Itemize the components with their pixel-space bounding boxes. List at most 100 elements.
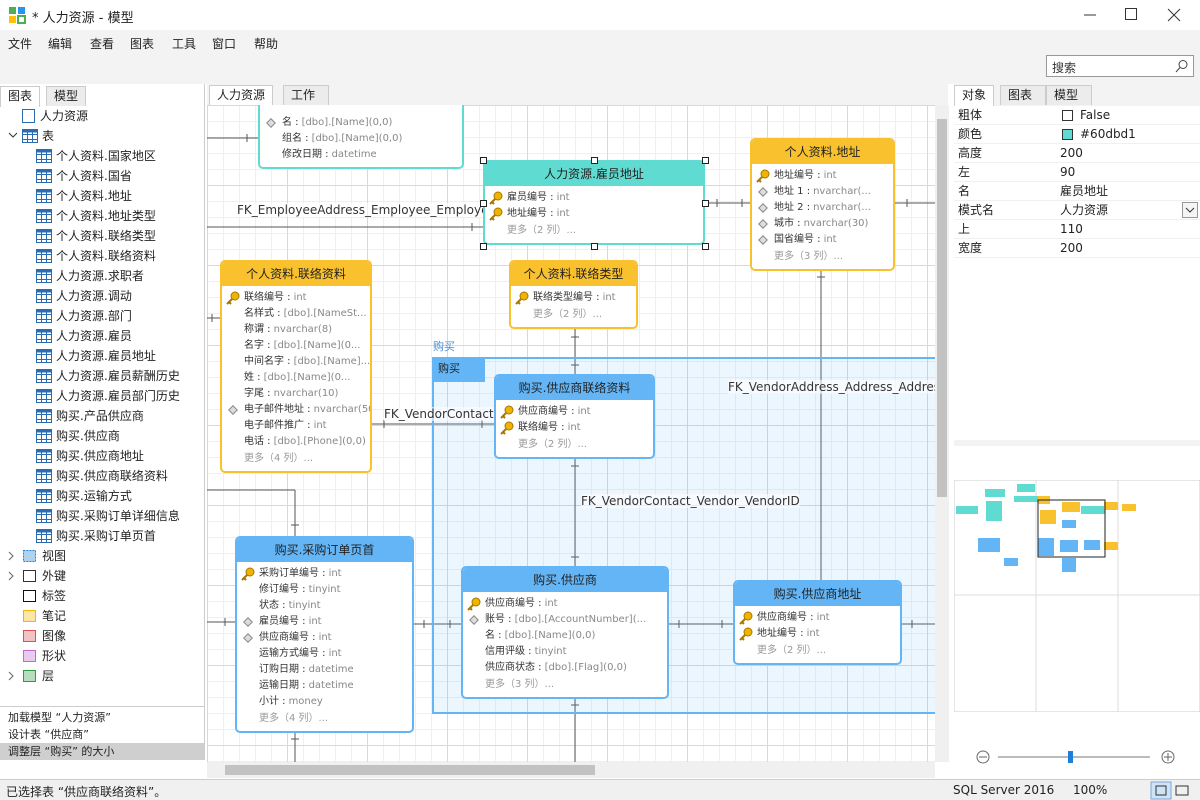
- color-swatch[interactable]: [1062, 129, 1073, 140]
- more-columns[interactable]: 更多（2 列）...: [507, 225, 577, 236]
- tree-item[interactable]: 图像: [42, 629, 67, 643]
- tree-item[interactable]: 表: [42, 129, 55, 143]
- panel-tab[interactable]: 模型: [46, 86, 87, 106]
- more-columns[interactable]: 更多（2 列）...: [757, 645, 827, 656]
- tree-item[interactable]: 人力资源.雇员: [56, 329, 132, 343]
- tree-item[interactable]: 购买.采购订单详细信息: [56, 509, 180, 523]
- entity-field[interactable]: 状态 : tinyint: [237, 598, 412, 614]
- entity-field[interactable]: 组名 : [dbo].[Name](0,0): [260, 131, 462, 147]
- tree-item[interactable]: 个人资料.联络资料: [56, 249, 156, 263]
- canvas-tab[interactable]: 工作: [283, 85, 329, 105]
- entity-field[interactable]: 名样式 : [dbo].[NameSt...: [222, 306, 370, 322]
- view-buttons[interactable]: [1150, 781, 1198, 800]
- entity-field[interactable]: 供应商编号 : int: [496, 404, 653, 420]
- diagram-canvas[interactable]: 购买 购买 FK_EmployeeAddress_Employee_Employee…: [207, 105, 935, 762]
- minimap[interactable]: [954, 480, 1200, 712]
- horizontal-scrollbar[interactable]: [207, 762, 935, 778]
- panel-tab[interactable]: 图表: [1000, 85, 1046, 105]
- entity-field[interactable]: 电子邮件地址 :nvarchar(50): [222, 402, 370, 418]
- tree-item[interactable]: 个人资料.联络类型: [56, 229, 156, 243]
- tree-item[interactable]: 视图: [42, 549, 67, 563]
- menu-item[interactable]: 编辑: [48, 37, 73, 51]
- entity-field[interactable]: 供应商状态 : [dbo].[Flag](0,0): [463, 660, 667, 676]
- entity-field[interactable]: 运输日期 : datetime: [237, 678, 412, 694]
- menu-item[interactable]: 查看: [90, 37, 115, 51]
- tree-item[interactable]: 购买.供应商联络资料: [56, 469, 168, 483]
- entity-field[interactable]: 雇员编号 : int: [237, 614, 412, 630]
- tree-item[interactable]: 购买.采购订单页首: [56, 529, 156, 543]
- entity-field[interactable]: 采购订单编号 : int: [237, 566, 412, 582]
- layer-tab[interactable]: 购买: [432, 357, 485, 382]
- entity-field[interactable]: 地址 1 : nvarchar(...: [752, 184, 893, 200]
- panel-tab[interactable]: 图表: [0, 86, 41, 107]
- entity[interactable]: 购买.供应商地址 供应商编号 : int 地址编号 : int 更多（2 列）...: [733, 580, 902, 665]
- selection-handle[interactable]: [480, 243, 487, 250]
- panel-tab[interactable]: 对象: [954, 85, 995, 106]
- entity-field[interactable]: 订购日期 : datetime: [237, 662, 412, 678]
- history-item[interactable]: 加载模型 “人力资源”: [8, 711, 111, 724]
- search-box[interactable]: 搜索: [1046, 55, 1194, 77]
- menu-item[interactable]: 工具: [172, 37, 197, 51]
- tree-item[interactable]: 人力资源.部门: [56, 309, 132, 323]
- tree-item[interactable]: 形状: [42, 649, 67, 663]
- entity-field[interactable]: 国省编号 : int: [752, 232, 893, 248]
- checkbox[interactable]: [1062, 110, 1073, 121]
- tree-item[interactable]: 购买.产品供应商: [56, 409, 144, 423]
- entity-field[interactable]: 中间名字 : [dbo].[Name]...: [222, 354, 370, 370]
- entity[interactable]: 人力资源.雇员地址 雇员编号 : int 地址编号 : int 更多（2 列）...: [483, 160, 705, 245]
- entity-field[interactable]: 名字 : [dbo].[Name](0...: [222, 338, 370, 354]
- tree-item[interactable]: 人力资源.雇员部门历史: [56, 389, 180, 403]
- tree-item[interactable]: 购买.运输方式: [56, 489, 132, 503]
- entity-field[interactable]: 供应商编号 : int: [735, 610, 900, 626]
- entity-field[interactable]: 城市 : nvarchar(30): [752, 216, 893, 232]
- entity-field[interactable]: 地址编号 : int: [485, 206, 703, 222]
- more-columns[interactable]: 更多（2 列）...: [533, 309, 603, 320]
- tree-item[interactable]: 层: [42, 669, 55, 683]
- entity-field[interactable]: 运输方式编号 : int: [237, 646, 412, 662]
- tree-item[interactable]: 人力资源: [40, 109, 89, 123]
- tree-item[interactable]: 标签: [42, 589, 67, 603]
- entity-field[interactable]: 账号 : [dbo].[AccountNumber](...: [463, 612, 667, 628]
- scroll-thumb[interactable]: [225, 765, 595, 775]
- entity-field[interactable]: 地址 2 : nvarchar(...: [752, 200, 893, 216]
- entity-field[interactable]: 电话 : [dbo].[Phone](0,0): [222, 434, 370, 450]
- entity[interactable]: 个人资料.联络类型 联络类型编号 : int 更多（2 列）...: [509, 260, 638, 329]
- entity[interactable]: 个人资料.联络资料 联络编号 : int 名样式 : [dbo].[NameSt... 称…: [220, 260, 372, 473]
- tree-item[interactable]: 人力资源.雇员地址: [56, 349, 156, 363]
- window-controls[interactable]: [1070, 0, 1200, 30]
- selection-handle[interactable]: [702, 243, 709, 250]
- tree-item[interactable]: 购买.供应商地址: [56, 449, 144, 463]
- vertical-scrollbar[interactable]: [935, 105, 949, 762]
- tree-item[interactable]: 个人资料.国家地区: [56, 149, 156, 163]
- tree-item[interactable]: 人力资源.调动: [56, 289, 132, 303]
- menu-item[interactable]: 文件: [8, 37, 33, 51]
- more-columns[interactable]: 更多（3 列）...: [774, 251, 844, 262]
- tree-item[interactable]: 人力资源.求职者: [56, 269, 144, 283]
- entity-field[interactable]: 名 : [dbo].[Name](0,0): [260, 115, 462, 131]
- entity-field[interactable]: 信用评级 : tinyint: [463, 644, 667, 660]
- more-columns[interactable]: 更多（4 列）...: [244, 453, 314, 464]
- entity-field[interactable]: 地址编号 : int: [735, 626, 900, 642]
- tree-item[interactable]: 个人资料.国省: [56, 169, 132, 183]
- entity-field[interactable]: 联络类型编号 : int: [511, 290, 636, 306]
- entity-field[interactable]: 字尾 : nvarchar(10): [222, 386, 370, 402]
- menu-item[interactable]: 窗口: [212, 37, 237, 51]
- entity[interactable]: 购买.供应商联络资料 供应商编号 : int 联络编号 : int 更多（2 列）...: [494, 374, 655, 459]
- entity-field[interactable]: 供应商编号 : int: [463, 596, 667, 612]
- scroll-thumb[interactable]: [937, 119, 947, 497]
- entity-field[interactable]: 雇员编号 : int: [485, 190, 703, 206]
- entity-field[interactable]: 小计 : money: [237, 694, 412, 710]
- more-columns[interactable]: 更多（4 列）...: [259, 713, 329, 724]
- selection-handle[interactable]: [702, 200, 709, 207]
- entity-field[interactable]: 称谓 : nvarchar(8): [222, 322, 370, 338]
- entity-field[interactable]: 修订编号 : tinyint: [237, 582, 412, 598]
- selection-handle[interactable]: [591, 157, 598, 164]
- entity-field[interactable]: 供应商编号 : int: [237, 630, 412, 646]
- zoom-slider[interactable]: [970, 746, 1185, 768]
- entity-field[interactable]: 修改日期 : datetime: [260, 147, 462, 163]
- more-columns[interactable]: 更多（3 列）...: [485, 679, 555, 690]
- entity[interactable]: 个人资料.地址 地址编号 : int 地址 1 : nvarchar(... 地址 2 :…: [750, 138, 895, 271]
- entity-field[interactable]: 名 : [dbo].[Name](0,0): [463, 628, 667, 644]
- entity[interactable]: 购买.供应商 供应商编号 : int 账号 : [dbo].[AccountNumber…: [461, 566, 669, 699]
- entity[interactable]: 名 : [dbo].[Name](0,0) 组名 : [dbo].[Name](0,0…: [258, 105, 464, 169]
